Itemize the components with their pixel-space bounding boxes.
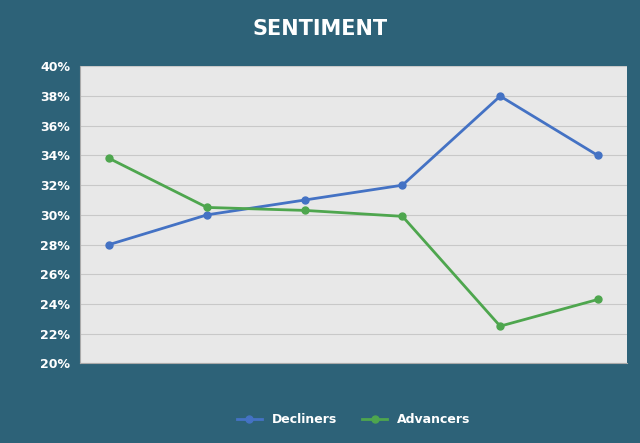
Legend: Decliners, Advancers: Decliners, Advancers xyxy=(232,408,476,431)
Text: SENTIMENT: SENTIMENT xyxy=(252,19,388,39)
